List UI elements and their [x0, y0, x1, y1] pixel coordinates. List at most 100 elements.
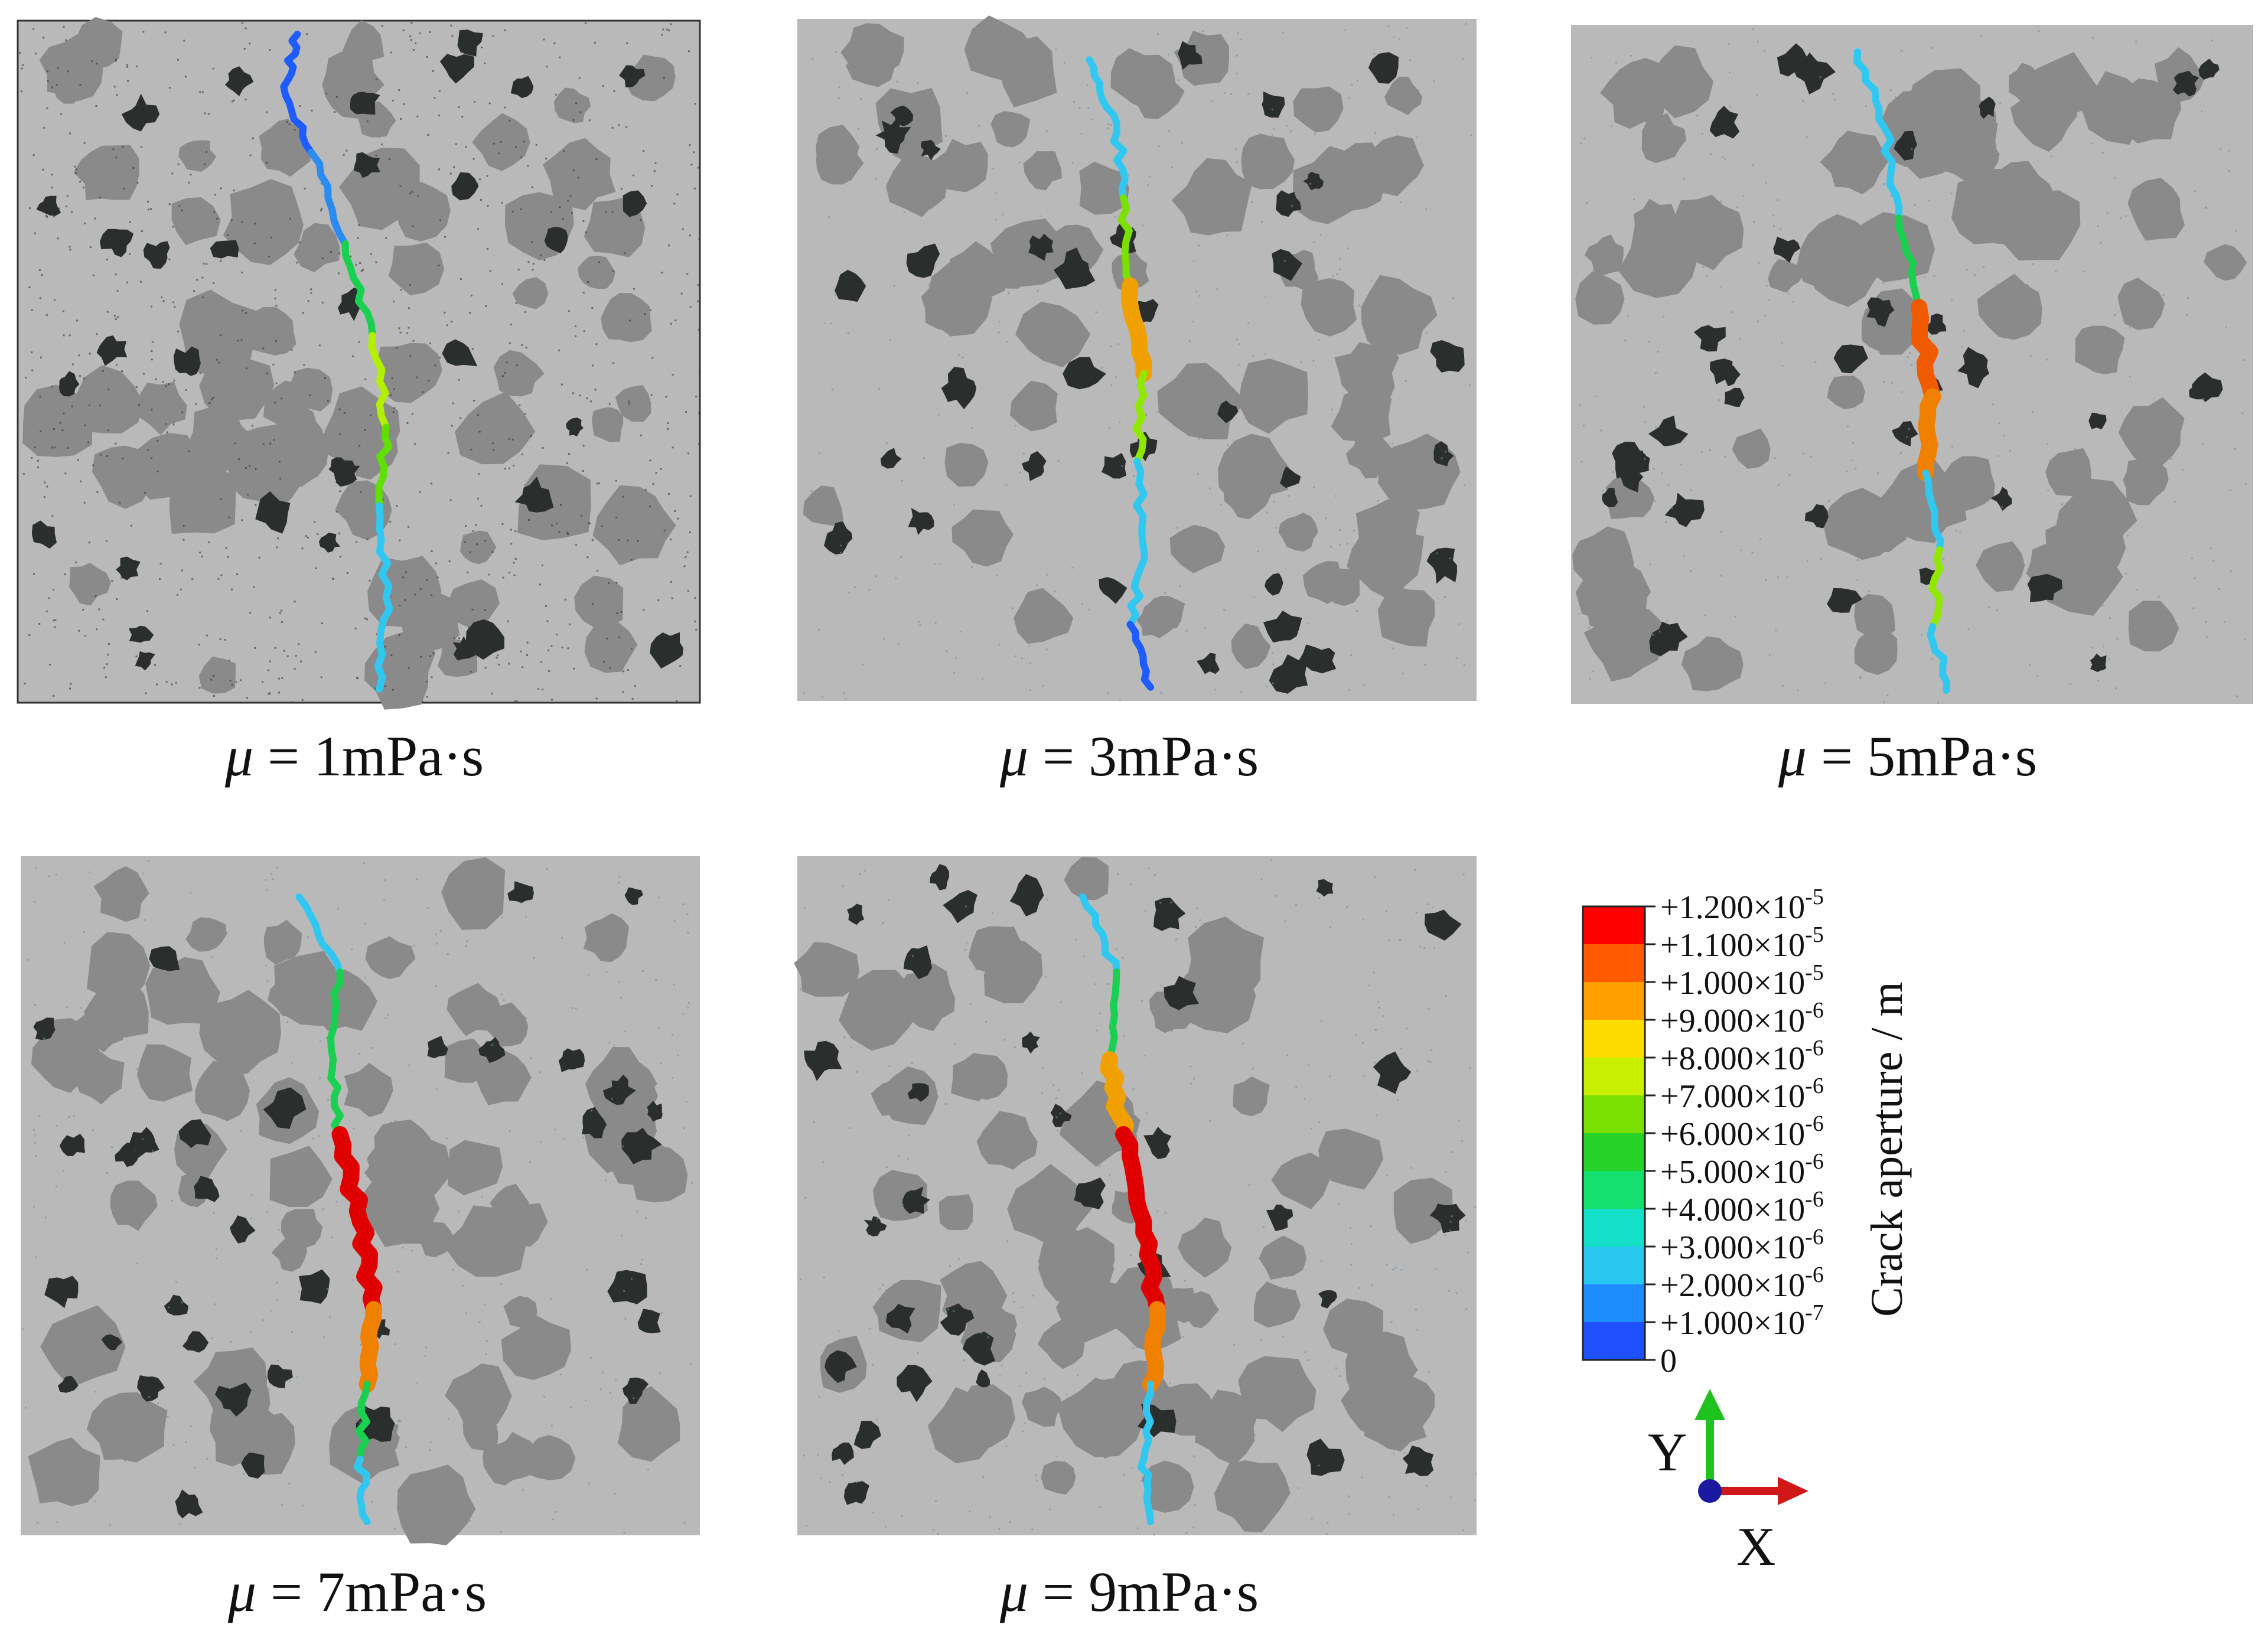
- aggregate-particle: [443, 1205, 526, 1277]
- speckle: [1425, 208, 1428, 211]
- speckle: [403, 103, 405, 105]
- speckle: [1244, 1082, 1246, 1085]
- aggregate-particle: [921, 282, 975, 333]
- speckle: [279, 612, 281, 614]
- legend-label: 0: [1660, 1343, 1677, 1379]
- legend-title: Crack aperture / m: [1862, 981, 1912, 1317]
- speckle: [979, 1423, 981, 1425]
- speckle: [1328, 1075, 1331, 1078]
- speckle: [83, 931, 85, 933]
- speckle: [1637, 68, 1639, 71]
- speckle: [1756, 94, 1758, 96]
- speckle: [624, 211, 627, 213]
- speckle: [799, 1278, 801, 1281]
- speckle: [543, 38, 545, 41]
- speckle: [1125, 1317, 1128, 1320]
- speckle: [69, 249, 71, 251]
- speckle: [2050, 155, 2052, 158]
- speckle: [1655, 426, 1657, 429]
- speckle: [289, 217, 291, 220]
- speckle: [360, 1344, 361, 1346]
- crack-segment: [1917, 388, 1941, 482]
- aggregate-particle: [2075, 325, 2125, 374]
- speckle: [89, 871, 91, 873]
- speckle: [1251, 201, 1253, 203]
- speckle: [1348, 1495, 1350, 1498]
- speckle: [229, 680, 232, 681]
- speckle: [80, 480, 82, 482]
- speckle: [567, 200, 569, 202]
- speckle: [1690, 227, 1692, 230]
- speckle: [615, 479, 617, 482]
- aggregate-particle: [199, 990, 281, 1077]
- speckle: [1318, 317, 1320, 319]
- speckle: [1253, 595, 1256, 598]
- legend-exponent: -5: [1805, 885, 1824, 909]
- speckle: [2143, 458, 2145, 460]
- legend-label: +1.000×10-5: [1660, 960, 1824, 1001]
- speckle: [1449, 1496, 1452, 1499]
- speckle: [35, 1256, 37, 1258]
- speckle: [1930, 47, 1933, 49]
- speckle: [1600, 429, 1602, 432]
- crack-segment: [1135, 1213, 1166, 1318]
- speckle: [165, 423, 167, 425]
- speckle: [1819, 76, 1821, 79]
- speckle: [151, 350, 153, 353]
- speckle: [142, 373, 145, 375]
- void-particle: [962, 1332, 996, 1366]
- speckle: [1392, 1268, 1394, 1271]
- speckle: [1654, 372, 1657, 374]
- speckle: [31, 369, 34, 371]
- speckle: [1195, 291, 1198, 293]
- speckle: [917, 1352, 919, 1355]
- speckle: [106, 311, 109, 313]
- speckle: [566, 462, 568, 464]
- speckle: [1832, 93, 1834, 95]
- speckle: [1282, 31, 1284, 34]
- speckle: [310, 288, 312, 291]
- legend-label: +5.000×10-6: [1660, 1149, 1824, 1190]
- speckle: [670, 580, 673, 583]
- speckle: [296, 262, 298, 264]
- speckle: [540, 661, 543, 663]
- speckle: [1643, 406, 1645, 408]
- speckle: [1373, 1061, 1376, 1063]
- speckle: [1148, 867, 1150, 870]
- void-particle: [1102, 453, 1127, 479]
- speckle: [618, 981, 621, 984]
- speckle: [575, 544, 577, 546]
- speckle: [645, 1217, 647, 1219]
- speckle: [539, 583, 541, 586]
- speckle: [230, 1340, 232, 1343]
- speckle: [511, 439, 514, 441]
- speckle: [354, 627, 357, 629]
- aggregate-particle: [1768, 259, 1804, 293]
- speckle: [1211, 100, 1214, 102]
- speckle: [545, 158, 548, 160]
- y-axis-label: Y: [1648, 1422, 1687, 1482]
- speckle: [820, 1477, 823, 1480]
- speckle: [901, 479, 904, 482]
- speckle: [1198, 244, 1200, 247]
- void-particle: [1299, 644, 1337, 674]
- speckle: [246, 1093, 248, 1095]
- speckle: [360, 270, 363, 272]
- aggregate-particle: [185, 917, 227, 952]
- speckle: [1924, 521, 1926, 524]
- void-particle: [1602, 488, 1618, 508]
- speckle: [525, 1017, 527, 1019]
- speckle: [515, 302, 517, 304]
- aggregate-particle: [1820, 131, 1888, 195]
- speckle: [396, 505, 398, 507]
- speckle: [1765, 579, 1767, 581]
- speckle: [624, 1030, 626, 1032]
- speckle: [237, 340, 239, 342]
- speckle: [1362, 918, 1364, 921]
- speckle: [580, 514, 582, 517]
- speckle: [33, 901, 35, 903]
- caption-p3: μ = 5mPa·s: [1778, 725, 2038, 788]
- void-particle: [825, 1350, 857, 1384]
- speckle: [1280, 467, 1282, 469]
- speckle: [103, 667, 106, 669]
